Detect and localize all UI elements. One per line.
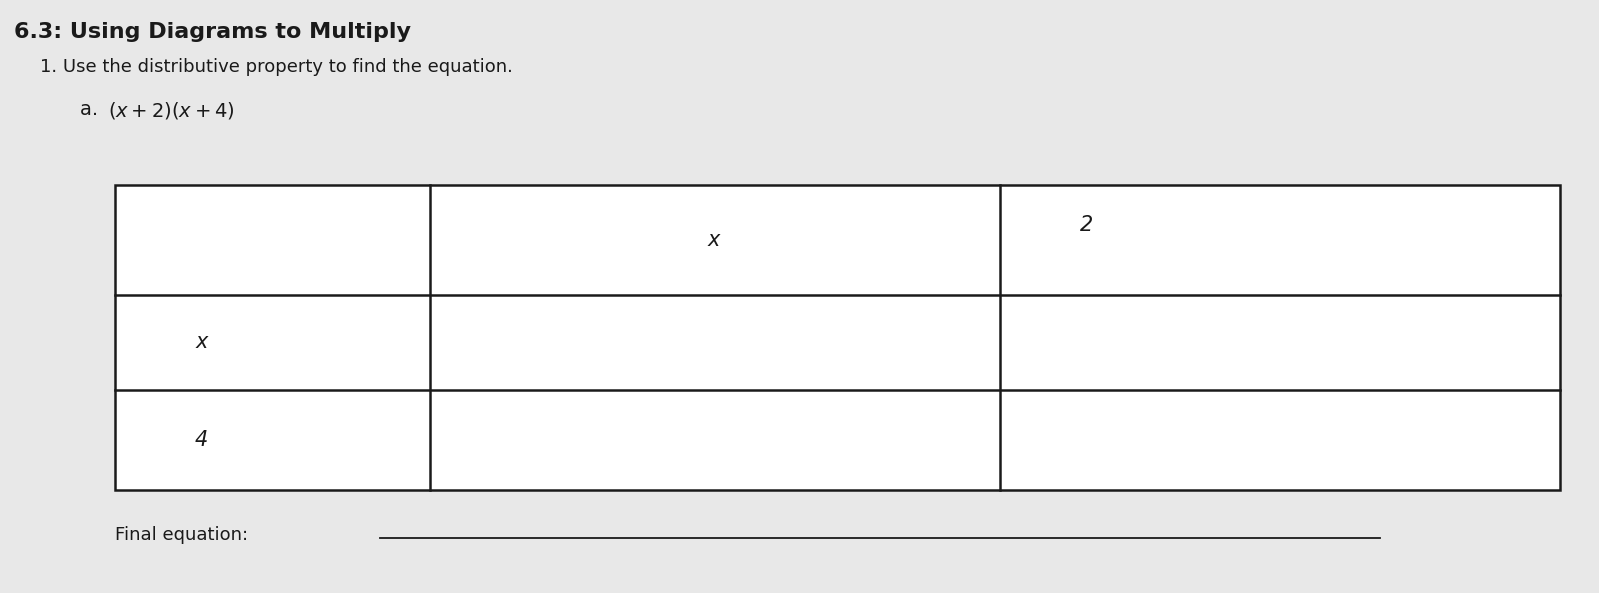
- Text: 6.3: Using Diagrams to Multiply: 6.3: Using Diagrams to Multiply: [14, 22, 411, 42]
- Bar: [115, 185, 1561, 490]
- Text: $x$: $x$: [707, 230, 723, 250]
- Text: $x$: $x$: [195, 333, 209, 352]
- Text: 2: 2: [1079, 215, 1094, 235]
- Text: Final equation:: Final equation:: [115, 526, 248, 544]
- Text: $(x + 2)(x + 4)$: $(x + 2)(x + 4)$: [109, 100, 235, 121]
- Text: 1. Use the distributive property to find the equation.: 1. Use the distributive property to find…: [40, 58, 513, 76]
- Text: 4: 4: [195, 430, 208, 450]
- Bar: [115, 185, 1561, 490]
- Text: a.: a.: [80, 100, 104, 119]
